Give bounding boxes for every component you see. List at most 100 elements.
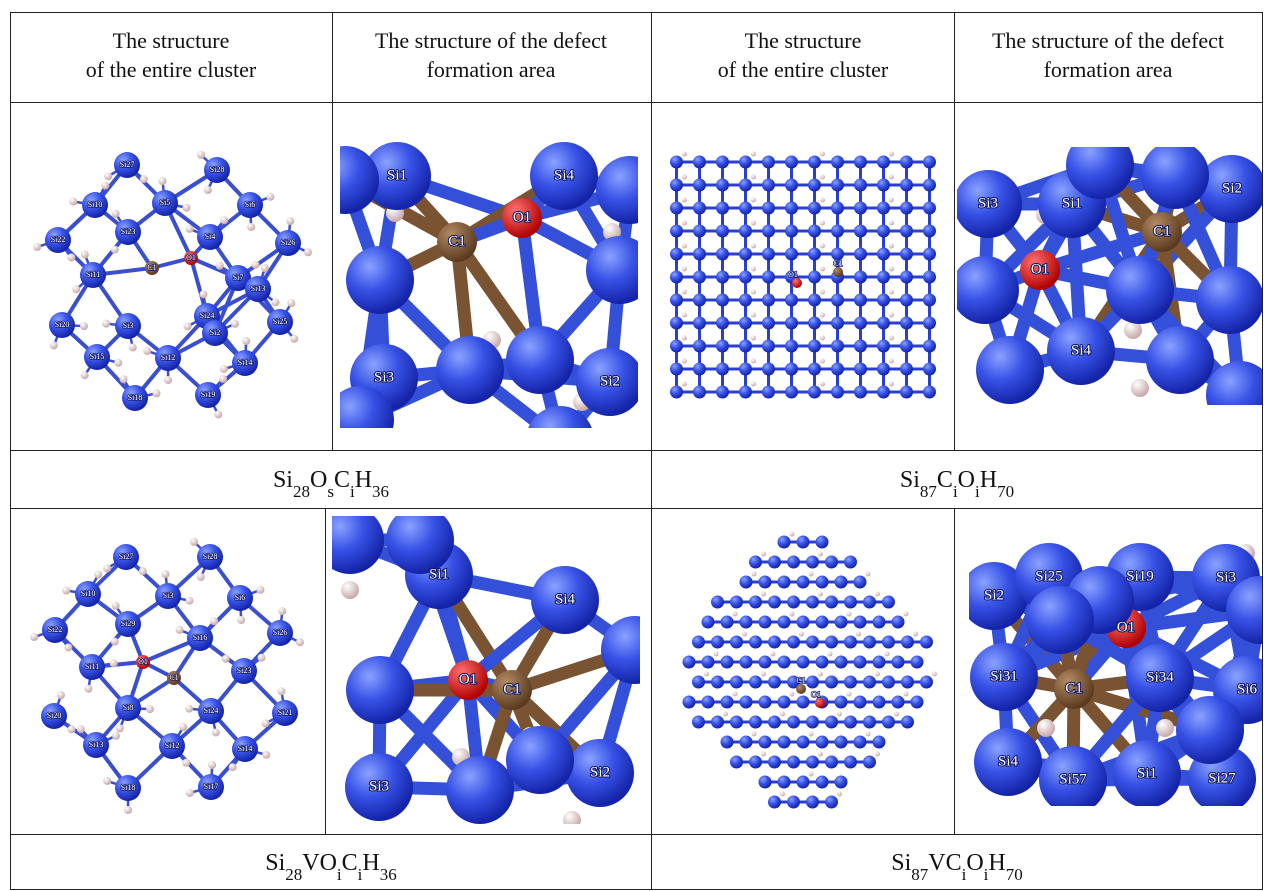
atom	[854, 386, 867, 399]
atom-label: O1	[459, 671, 477, 687]
atom	[762, 317, 775, 330]
atom	[670, 179, 683, 192]
atom	[854, 294, 867, 307]
atom	[900, 340, 913, 353]
atom	[762, 294, 775, 307]
atom	[854, 179, 867, 192]
atom	[759, 576, 772, 589]
atom-label: O1	[811, 690, 821, 699]
formula-part: H	[362, 850, 379, 876]
hydrogen-atom	[790, 612, 795, 617]
atom-label: Si13	[89, 740, 104, 749]
atom	[854, 340, 867, 353]
formula-part: Si	[265, 850, 285, 876]
atom	[806, 796, 819, 809]
hydrogen-atom	[771, 652, 776, 657]
hydrogen-atom	[714, 652, 719, 657]
hydrogen-atom	[889, 198, 894, 203]
hydrogen-atom	[220, 216, 228, 224]
atom-label: Si27	[120, 160, 135, 169]
atom	[892, 656, 905, 669]
atom	[835, 776, 848, 789]
atom	[768, 716, 781, 729]
atom	[762, 179, 775, 192]
atom	[854, 202, 867, 215]
atom	[716, 386, 729, 399]
atom-label: Si23	[237, 666, 252, 675]
atom-label: Si22	[48, 625, 63, 634]
atom	[785, 156, 798, 169]
atom	[749, 596, 762, 609]
atom-label: Si12	[161, 353, 176, 362]
atom	[1146, 326, 1214, 394]
atom-label: Si1	[1137, 765, 1157, 781]
hydrogen-atom	[1037, 719, 1055, 737]
atom	[825, 716, 838, 729]
hydrogen-atom	[124, 806, 132, 814]
hydrogen-atom	[904, 692, 909, 697]
atom	[739, 202, 752, 215]
atom	[835, 616, 848, 629]
atom	[692, 676, 705, 689]
hydrogen-atom	[818, 592, 823, 597]
atom	[816, 656, 829, 669]
atom	[877, 317, 890, 330]
atom	[825, 636, 838, 649]
hydrogen-atom	[818, 752, 823, 757]
atom	[854, 616, 867, 629]
atom	[854, 576, 867, 589]
atom	[436, 336, 504, 404]
atom	[311, 146, 379, 214]
atom	[740, 656, 753, 669]
atom	[863, 756, 876, 769]
hydrogen-atom	[723, 712, 728, 717]
hydrogen-atom	[262, 751, 270, 759]
atom	[785, 248, 798, 261]
formula-part: O	[958, 467, 975, 493]
hydrogen-atom	[913, 632, 918, 637]
atom	[716, 294, 729, 307]
atom	[739, 363, 752, 376]
hydrogen-atom	[563, 811, 581, 829]
atom	[797, 616, 810, 629]
hydrogen-atom	[875, 752, 880, 757]
atom	[785, 179, 798, 192]
atom	[923, 317, 936, 330]
atom-label: Si23	[121, 227, 136, 236]
atom	[844, 596, 857, 609]
atom	[506, 326, 574, 394]
atom	[835, 576, 848, 589]
atom	[797, 576, 810, 589]
atom	[808, 317, 821, 330]
hydrogen-atom	[889, 382, 894, 387]
hydrogen-atom	[185, 597, 193, 605]
hydrogen-atom	[184, 322, 192, 330]
formula-subscript: 28	[285, 865, 302, 884]
hydrogen-atom	[751, 359, 756, 364]
atom	[808, 179, 821, 192]
hydrogen-atom	[742, 632, 747, 637]
atom-label: Si20	[47, 711, 62, 720]
formula-subscript: 36	[380, 865, 397, 884]
atom-label: Si1	[1062, 195, 1082, 211]
atom	[923, 248, 936, 261]
formula-part: H	[988, 850, 1005, 876]
atom	[762, 386, 775, 399]
hydrogen-atom	[761, 752, 766, 757]
atom	[749, 756, 762, 769]
atom	[716, 225, 729, 238]
atom	[854, 696, 867, 709]
atom	[831, 317, 844, 330]
formula-part: Si	[891, 850, 911, 876]
atom	[730, 756, 743, 769]
atom	[739, 179, 752, 192]
hydrogen-atom	[780, 712, 785, 717]
atom-label: Si5	[160, 198, 171, 207]
atom	[740, 576, 753, 589]
formula-subscript: 36	[372, 482, 389, 501]
atom-label: Si28	[210, 165, 225, 174]
hydrogen-atom	[111, 638, 119, 646]
atom-label: Si19	[201, 390, 216, 399]
atom	[920, 676, 933, 689]
hydrogen-atom	[104, 172, 112, 180]
